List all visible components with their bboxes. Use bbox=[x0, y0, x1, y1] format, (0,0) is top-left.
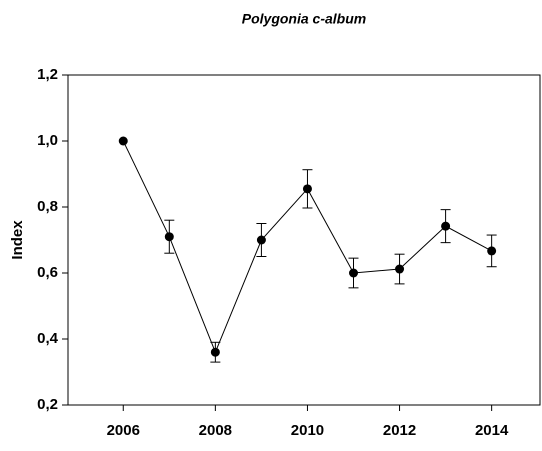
point bbox=[395, 264, 405, 274]
point bbox=[441, 221, 451, 231]
y-tick-label: 0,6 bbox=[37, 264, 58, 281]
point bbox=[210, 347, 220, 357]
y-tick-label: 1,2 bbox=[37, 66, 58, 83]
point bbox=[349, 268, 359, 278]
x-tick-label: 2008 bbox=[199, 422, 232, 439]
point bbox=[256, 235, 266, 245]
point bbox=[118, 136, 128, 146]
plot-frame bbox=[67, 74, 541, 406]
point bbox=[487, 246, 497, 256]
point bbox=[164, 232, 174, 242]
y-tick-label: 0,8 bbox=[37, 198, 58, 215]
y-tick-label: 1,0 bbox=[37, 132, 58, 149]
y-axis-label: Index bbox=[9, 220, 26, 260]
point bbox=[302, 184, 312, 194]
x-tick-label: 2014 bbox=[475, 422, 509, 439]
y-tick-label: 0,4 bbox=[37, 330, 59, 347]
x-tick-label: 2010 bbox=[291, 422, 324, 439]
y-tick-label: 0,2 bbox=[37, 396, 58, 413]
chart-title: Polygonia c-album bbox=[242, 11, 366, 27]
x-tick-label: 2012 bbox=[383, 422, 416, 439]
x-tick-label: 2006 bbox=[107, 422, 140, 439]
